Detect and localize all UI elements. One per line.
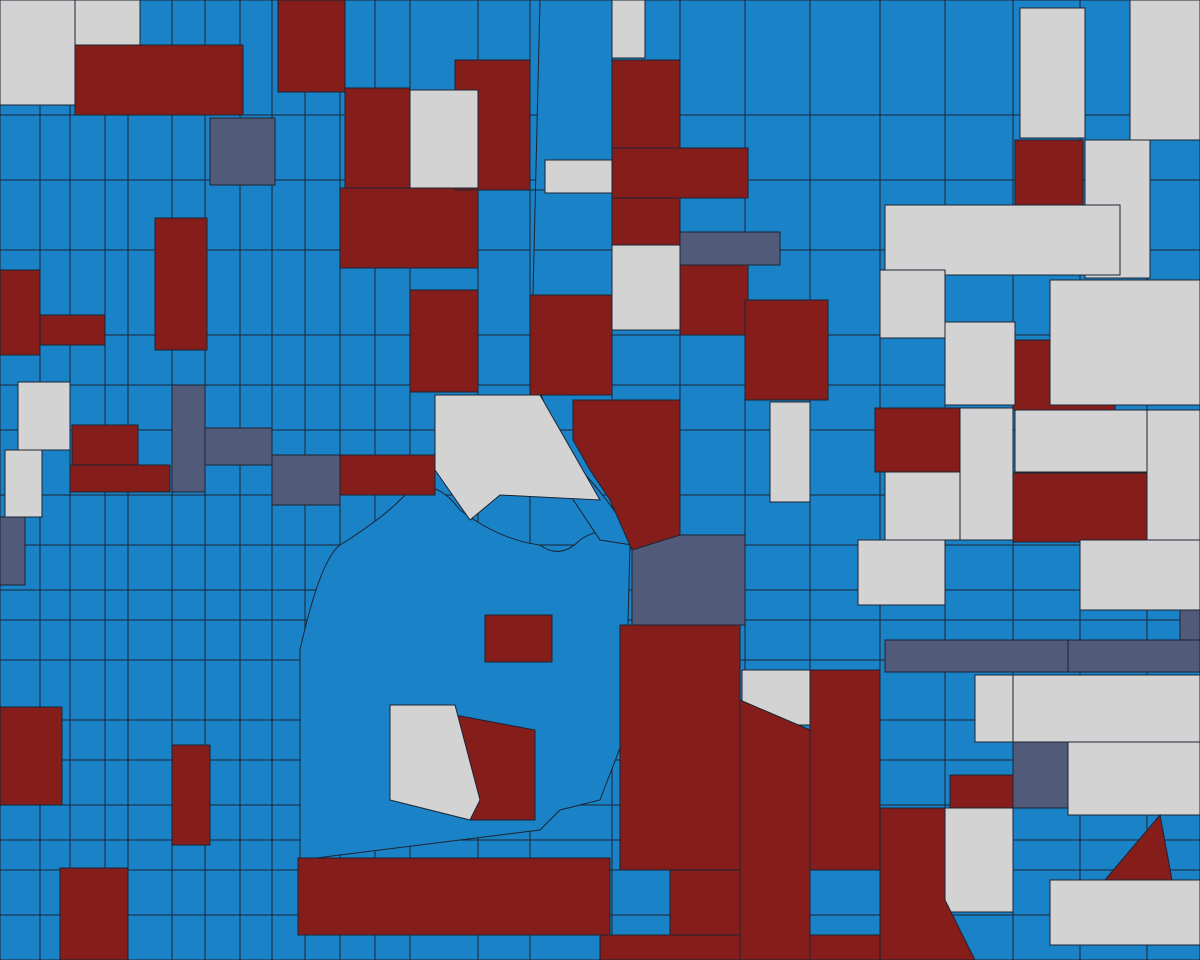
precinct xyxy=(974,674,1014,743)
precinct xyxy=(572,399,681,551)
precinct xyxy=(739,699,811,960)
precinct xyxy=(544,159,613,194)
precinct xyxy=(959,407,1014,541)
precinct xyxy=(874,407,961,473)
precinct xyxy=(154,217,208,351)
precinct xyxy=(409,89,479,189)
precinct xyxy=(0,516,26,586)
precinct xyxy=(69,464,171,493)
precinct xyxy=(884,639,1069,673)
precinct xyxy=(59,867,129,960)
precinct xyxy=(209,117,276,186)
precinct xyxy=(1014,139,1084,209)
precinct xyxy=(619,624,741,871)
precinct xyxy=(339,187,479,269)
precinct xyxy=(1012,741,1069,809)
precinct xyxy=(744,299,829,401)
precinct xyxy=(299,486,631,861)
precinct xyxy=(1049,879,1200,946)
precinct xyxy=(611,59,681,161)
precinct xyxy=(1067,741,1200,816)
precinct xyxy=(857,539,946,606)
precinct xyxy=(884,204,1121,276)
precinct xyxy=(611,244,681,331)
precinct xyxy=(1012,674,1200,746)
precinct xyxy=(171,384,206,493)
precinct xyxy=(297,857,611,936)
precinct xyxy=(271,454,341,506)
precinct xyxy=(484,614,553,663)
precinct xyxy=(1079,539,1200,611)
precinct xyxy=(1067,639,1200,673)
precinct xyxy=(679,264,749,336)
precinct xyxy=(611,0,646,59)
precinct xyxy=(1012,472,1148,543)
precinct xyxy=(1103,813,1173,881)
precinct xyxy=(879,807,976,960)
precinct xyxy=(344,87,411,189)
precinct xyxy=(39,314,106,346)
precinct xyxy=(4,449,43,518)
precinct xyxy=(0,269,41,356)
precinct xyxy=(409,289,479,393)
precinct xyxy=(434,394,601,521)
precinct xyxy=(679,231,781,266)
precinct xyxy=(879,269,946,339)
precinct xyxy=(74,0,141,46)
precinct xyxy=(389,704,481,821)
precinct xyxy=(1049,279,1200,406)
precinct xyxy=(944,321,1016,406)
precinct xyxy=(171,744,211,846)
precinct xyxy=(0,0,76,106)
precinct xyxy=(529,294,613,396)
precinct xyxy=(204,427,273,466)
precinct xyxy=(944,807,1014,913)
precinct xyxy=(631,534,746,626)
precinct xyxy=(277,0,346,93)
precinct xyxy=(0,706,63,806)
precinct xyxy=(1019,7,1086,139)
precinct xyxy=(809,669,881,871)
precinct xyxy=(611,197,681,246)
precinct xyxy=(74,44,244,116)
precinct xyxy=(884,471,961,541)
precinct xyxy=(949,774,1014,809)
precinct xyxy=(611,147,749,199)
precinct xyxy=(1129,0,1200,141)
precinct xyxy=(1146,409,1200,541)
precinct xyxy=(769,401,811,503)
precinct xyxy=(339,454,436,496)
precinct xyxy=(17,381,71,451)
precinct xyxy=(1179,609,1200,641)
